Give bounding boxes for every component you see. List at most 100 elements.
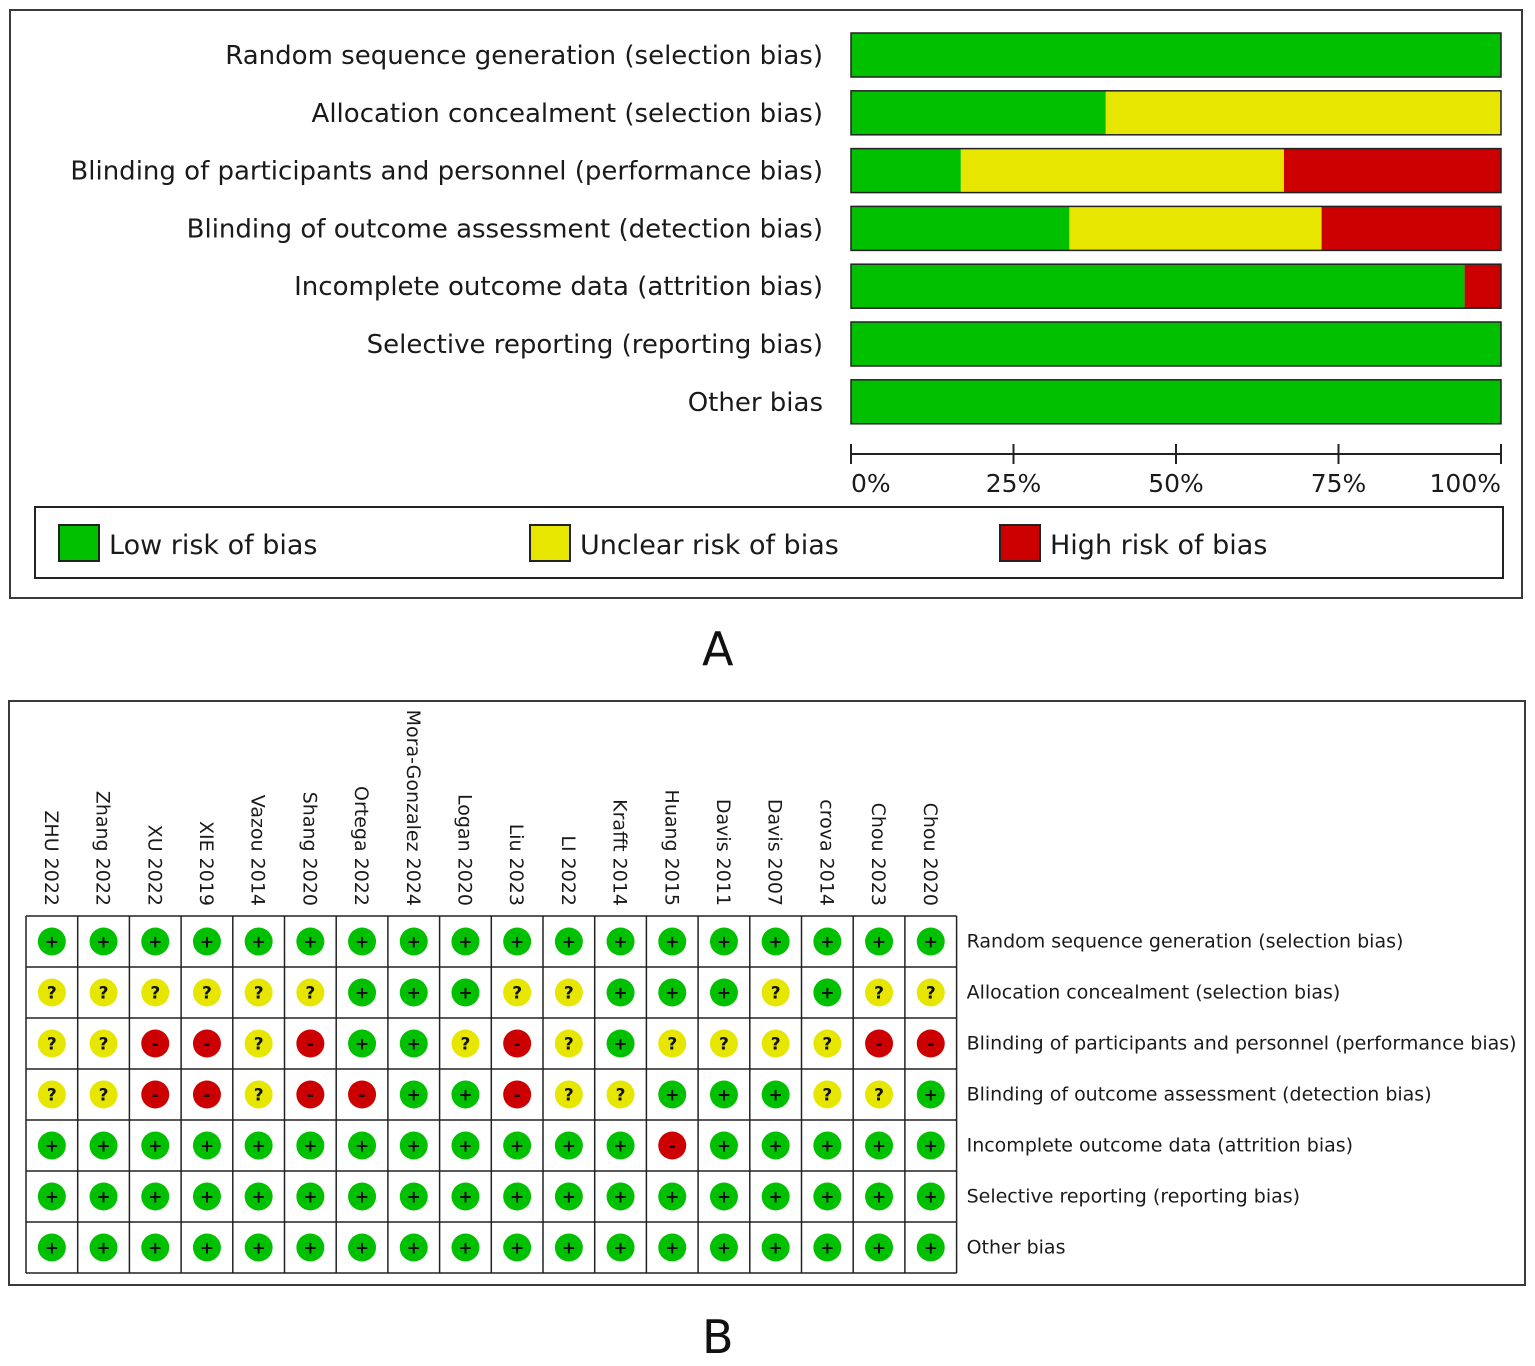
judgement-symbol: - <box>514 1086 521 1106</box>
judgement-symbol: ? <box>99 1086 109 1106</box>
judgement-symbol: - <box>203 1035 210 1055</box>
judgement-low <box>761 1080 790 1109</box>
legend-label: High risk of bias <box>1050 530 1267 561</box>
judgement-low <box>606 1182 635 1211</box>
judgement-low <box>658 1233 687 1262</box>
judgement-low <box>451 927 480 956</box>
judgement-unclear <box>554 1080 583 1109</box>
judgement-symbol: - <box>152 1035 159 1055</box>
judgement-unclear <box>865 1080 894 1109</box>
judgement-low <box>399 978 428 1007</box>
judgement-high <box>141 1029 170 1058</box>
judgement-symbol: + <box>820 984 834 1004</box>
judgement-unclear <box>813 1029 842 1058</box>
judgement-low <box>658 1182 687 1211</box>
judgement-symbol: + <box>924 1239 938 1259</box>
judgement-symbol: + <box>872 1137 886 1157</box>
judgement-low <box>554 1182 583 1211</box>
judgement-symbol: + <box>717 933 731 953</box>
judgement-symbol: - <box>307 1086 314 1106</box>
study-label: Krafft 2014 <box>609 799 631 906</box>
judgement-unclear <box>761 1029 790 1058</box>
judgement-low <box>348 1233 377 1262</box>
judgement-high <box>141 1080 170 1109</box>
judgement-symbol: + <box>458 1137 472 1157</box>
category-label: Selective reporting (reporting bias) <box>367 330 823 360</box>
judgement-symbol: + <box>355 1137 369 1157</box>
judgement-symbol: + <box>510 1188 524 1208</box>
legend-box <box>34 506 1504 579</box>
judgement-symbol: - <box>152 1086 159 1106</box>
judgement-low <box>141 1131 170 1160</box>
judgement-symbol: + <box>769 1086 783 1106</box>
category-label: Allocation concealment (selection bias) <box>312 99 823 129</box>
judgement-symbol: + <box>252 1239 266 1259</box>
judgement-symbol: + <box>200 933 214 953</box>
judgement-symbol: ? <box>150 984 160 1004</box>
judgement-symbol: + <box>562 1188 576 1208</box>
judgement-symbol: - <box>927 1035 934 1055</box>
judgement-symbol: ? <box>47 984 57 1004</box>
judgement-high <box>348 1080 377 1109</box>
judgement-low <box>192 1182 221 1211</box>
bar-outline <box>850 32 1502 78</box>
bar-outline <box>850 321 1502 367</box>
judgement-low <box>451 978 480 1007</box>
judgement-low <box>37 1131 66 1160</box>
judgement-low <box>399 1233 428 1262</box>
judgement-high <box>296 1029 325 1058</box>
judgement-symbol: + <box>458 1239 472 1259</box>
category-label: Blinding of outcome assessment (detectio… <box>187 214 823 244</box>
judgement-symbol: + <box>717 984 731 1004</box>
judgement-symbol: + <box>252 1137 266 1157</box>
x-tick-label: 100% <box>1430 469 1501 498</box>
domain-label: Selective reporting (reporting bias) <box>967 1186 1300 1208</box>
judgement-low <box>141 1182 170 1211</box>
judgement-low <box>244 1182 273 1211</box>
risk-of-bias-summary-panel: ZHU 2022 Zhang 2022 XU 2022 XIE 2019 Vazou 2… <box>8 700 1526 1286</box>
judgement-unclear <box>244 1080 273 1109</box>
judgement-low <box>865 1182 894 1211</box>
judgement-symbol: + <box>407 1086 421 1106</box>
judgement-high <box>296 1080 325 1109</box>
study-label: Chou 2023 <box>867 803 889 906</box>
judgement-symbol: ? <box>616 1086 626 1106</box>
judgement-low <box>348 1182 377 1211</box>
judgement-low <box>192 1131 221 1160</box>
judgement-symbol: ? <box>461 1035 471 1055</box>
judgement-low <box>709 1182 738 1211</box>
study-label: Logan 2020 <box>453 794 475 906</box>
judgement-low <box>451 1080 480 1109</box>
judgement-symbol: + <box>562 1137 576 1157</box>
judgement-symbol: + <box>613 933 627 953</box>
judgement-symbol: + <box>924 1137 938 1157</box>
judgement-low <box>606 1029 635 1058</box>
bar-outline <box>850 379 1502 425</box>
judgement-symbol: - <box>203 1086 210 1106</box>
judgement-symbol: - <box>359 1086 366 1106</box>
judgement-low <box>916 1233 945 1262</box>
judgement-unclear <box>658 1029 687 1058</box>
judgement-low <box>244 1233 273 1262</box>
category-label: Incomplete outcome data (attrition bias) <box>294 272 823 302</box>
bar-outline <box>850 205 1502 252</box>
judgement-symbol: + <box>924 1188 938 1208</box>
judgement-symbol: + <box>407 1188 421 1208</box>
judgement-low <box>399 1029 428 1058</box>
judgement-symbol: + <box>665 984 679 1004</box>
judgement-low <box>606 1233 635 1262</box>
panel-label-b: B <box>702 1310 734 1364</box>
judgement-symbol: + <box>613 1239 627 1259</box>
judgement-unclear <box>813 1080 842 1109</box>
judgement-symbol: - <box>876 1035 883 1055</box>
judgement-low <box>503 1131 532 1160</box>
judgement-unclear <box>89 1029 118 1058</box>
judgement-symbol: ? <box>47 1086 57 1106</box>
judgement-unclear <box>451 1029 480 1058</box>
judgement-symbol: ? <box>719 1035 729 1055</box>
judgement-symbol: ? <box>564 1086 574 1106</box>
judgement-unclear <box>554 1029 583 1058</box>
judgement-symbol: + <box>45 1188 59 1208</box>
judgement-low <box>503 927 532 956</box>
bar-segment-unclear-risk-of-bias <box>960 148 1284 193</box>
